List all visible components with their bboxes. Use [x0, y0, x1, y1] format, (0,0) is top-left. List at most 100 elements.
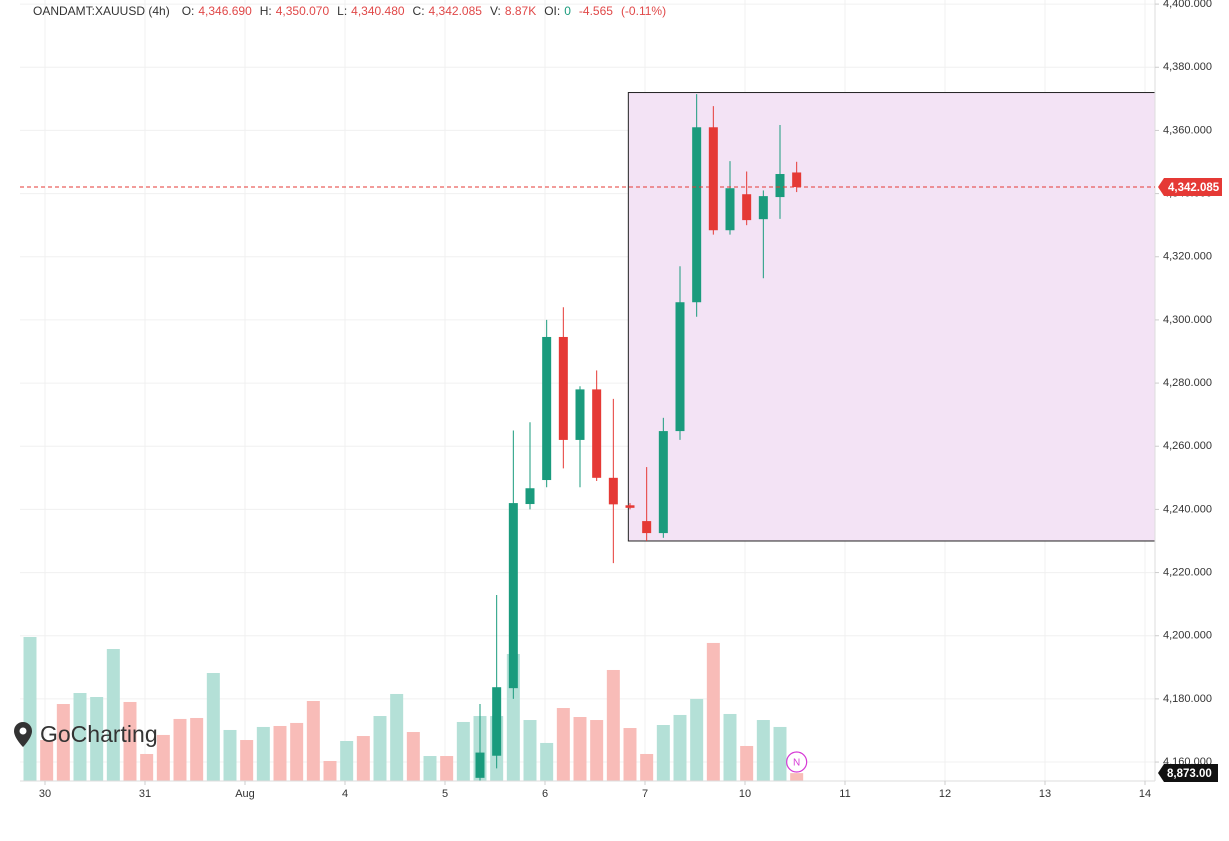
volume-bar: [273, 725, 287, 781]
last-price-label: 4,342.085: [1168, 182, 1220, 194]
zone-box: [627, 92, 1155, 542]
field-value: 4,342.085: [428, 4, 482, 18]
change-pct: (-0.11%): [620, 4, 667, 18]
y-tick-label: 4,260.000: [1163, 440, 1212, 452]
field-label: L:: [337, 4, 348, 18]
volume-bar: [673, 714, 687, 781]
x-tick-label: 14: [1139, 788, 1151, 800]
y-tick-label: 4,400.000: [1163, 0, 1212, 10]
volume-bar: [190, 717, 204, 781]
x-tick-label: 30: [39, 788, 51, 800]
volume-bar: [756, 720, 770, 781]
candle-body: [492, 687, 502, 756]
volume-bar: [90, 697, 104, 781]
x-tick-label: 31: [139, 788, 151, 800]
candle-body: [592, 389, 602, 478]
volume-bar: [356, 736, 370, 781]
field-value: 4,346.690: [198, 4, 252, 18]
y-tick-label: 4,380.000: [1163, 61, 1212, 73]
volume-bar: [773, 726, 787, 781]
candle-body: [708, 127, 718, 231]
x-tick-label: 4: [342, 788, 348, 800]
candle-body: [792, 172, 802, 188]
volume-bar: [423, 756, 437, 781]
volume-bar: [123, 701, 137, 781]
plot-area: [23, 92, 1155, 781]
y-tick-label: 4,180.000: [1163, 693, 1212, 705]
volume-bar: [556, 708, 570, 781]
volume-bar: [623, 728, 637, 781]
volume-bar: [540, 742, 554, 781]
volume-bar: [73, 693, 87, 781]
field-value: 0: [564, 4, 571, 18]
last-price-tag: [1158, 178, 1222, 197]
volume-bar: [590, 720, 604, 781]
volume-bar: [23, 637, 37, 781]
x-tick-label: 12: [939, 788, 951, 800]
volume-bar: [390, 693, 404, 781]
candle-body: [675, 302, 685, 432]
volume-bar: [690, 698, 704, 781]
x-tick-label: 5: [442, 788, 448, 800]
x-tick-label: 6: [542, 788, 548, 800]
volume-bar: [240, 740, 254, 781]
volume-bar: [206, 673, 220, 781]
logo: GoCharting: [14, 721, 158, 747]
candle-body: [625, 505, 635, 508]
candle-body: [558, 336, 568, 440]
field-label: H:: [259, 4, 272, 18]
candle-body: [758, 196, 768, 220]
volume-bar: [440, 756, 454, 781]
candle-body: [658, 431, 668, 534]
candle-body: [692, 127, 702, 303]
x-tick-label: Aug: [235, 788, 255, 800]
volume-bar: [790, 773, 804, 781]
volume-bar: [256, 726, 270, 781]
candle-body: [725, 188, 735, 231]
logo-text: GoCharting: [40, 721, 158, 747]
volume-bar: [290, 722, 304, 781]
volume-bar: [723, 713, 737, 781]
y-tick-label: 4,200.000: [1163, 630, 1212, 642]
volume-bar: [456, 721, 470, 781]
field-value: 4,340.480: [351, 4, 405, 18]
volume-bar: [656, 725, 670, 781]
symbol: OANDAMT:XAUUSD (4h): [33, 4, 170, 18]
volume-bar: [40, 740, 54, 781]
event-marker: [786, 751, 808, 773]
y-tick-label: 4,220.000: [1163, 566, 1212, 578]
y-tick-label: 4,300.000: [1163, 314, 1212, 326]
y-tick-label: 4,280.000: [1163, 377, 1212, 389]
candle-body: [642, 521, 652, 534]
x-tick-label: 10: [739, 788, 751, 800]
candle-body: [742, 194, 752, 221]
volume-bar: [140, 753, 154, 781]
volume-bar: [323, 761, 337, 781]
volume-bar: [640, 753, 654, 781]
y-tick-label: 4,240.000: [1163, 503, 1212, 515]
volume-bar: [406, 732, 420, 781]
volume-bar: [740, 745, 754, 781]
candle-body: [575, 389, 585, 440]
candle-body: [508, 503, 518, 689]
field-value: 8.87K: [504, 4, 537, 18]
header: OANDAMT:XAUUSD (4h) O: 4,346.690 H: 4,350.07…: [33, 4, 670, 18]
field-label: V:: [489, 4, 501, 18]
logo-icon-dot: [19, 727, 27, 735]
x-tick-label: 7: [642, 788, 648, 800]
volume-bar: [106, 649, 120, 781]
candle-body: [775, 174, 785, 198]
volume-bar: [223, 729, 237, 781]
volume-bar: [373, 716, 387, 781]
field-value: 4,350.070: [275, 4, 330, 18]
candle-body: [542, 336, 552, 481]
change: -4.565: [578, 4, 613, 18]
volume-bar: [156, 734, 170, 781]
x-tick-label: 13: [1039, 788, 1051, 800]
field-label: O:: [181, 4, 195, 18]
volume-bar: [523, 720, 537, 781]
volume-bar: [306, 701, 320, 781]
volume-bar: [56, 704, 70, 781]
